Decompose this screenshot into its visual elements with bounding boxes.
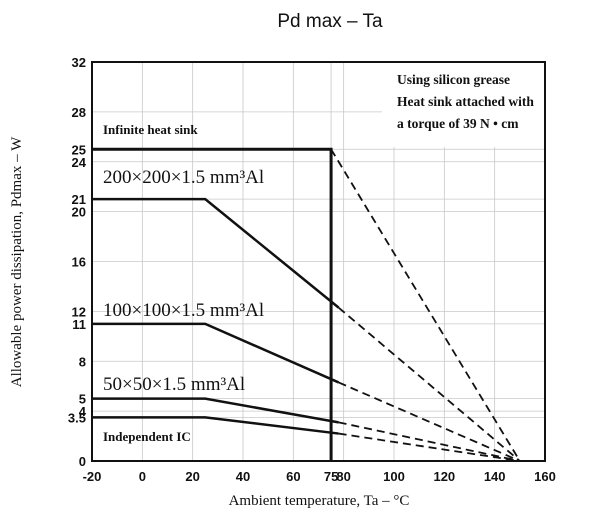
series-label-50x50: 50×50×1.5 mm³Al bbox=[103, 374, 245, 395]
y-tick-label: 0 bbox=[79, 454, 86, 469]
x-axis-label: Ambient temperature, Ta – °C bbox=[229, 493, 410, 509]
x-tick-label: 75 bbox=[324, 469, 338, 484]
series-line-dashed bbox=[338, 306, 521, 462]
note-line-3: a torque of 39 N • cm bbox=[397, 116, 519, 131]
series-line-solid bbox=[92, 197, 340, 309]
series-labels: Infinite heat sink 200×200×1.5 mm³Al 100… bbox=[103, 122, 264, 444]
note-line-1: Using silicon grease bbox=[397, 72, 510, 87]
y-tick-label: 5 bbox=[79, 392, 86, 407]
x-tick-label: 20 bbox=[185, 469, 199, 484]
y-tick-label: 21 bbox=[72, 192, 86, 207]
y-tick-label: 24 bbox=[72, 155, 87, 170]
y-tick-label: 32 bbox=[72, 55, 86, 70]
x-tick-label: 0 bbox=[139, 469, 146, 484]
y-tick-label: 8 bbox=[79, 354, 86, 369]
note-box: Using silicon grease Heat sink attached … bbox=[382, 63, 544, 147]
series-line-dashed bbox=[338, 421, 521, 462]
chart-title: Pd max – Ta bbox=[277, 11, 383, 32]
series-line-solid bbox=[92, 416, 339, 435]
series-line-solid bbox=[92, 322, 340, 384]
y-tick-label: 28 bbox=[72, 105, 86, 120]
series-layer bbox=[92, 147, 521, 462]
y-tick-label: 25 bbox=[72, 142, 86, 157]
series-label-100x100: 100×100×1.5 mm³Al bbox=[103, 300, 264, 321]
y-tick-label: 3.5 bbox=[68, 410, 86, 425]
x-tick-label: 40 bbox=[236, 469, 250, 484]
series-label-independent-ic: Independent IC bbox=[103, 429, 191, 444]
series-label-infinite-heat-sink: Infinite heat sink bbox=[103, 122, 198, 137]
x-tick-label: 80 bbox=[336, 469, 350, 484]
x-tick-label: 120 bbox=[433, 469, 455, 484]
y-axis-label: Allowable power dissipation, Pdmax – W bbox=[9, 136, 25, 387]
y-tick-label: 4 bbox=[79, 404, 87, 419]
series-line-dashed bbox=[338, 381, 521, 462]
y-tick-label: 16 bbox=[72, 255, 86, 270]
plot-frame bbox=[91, 61, 546, 462]
note-line-2: Heat sink attached with bbox=[397, 94, 534, 109]
x-tick-label: -20 bbox=[83, 469, 102, 484]
note-box-background bbox=[382, 63, 544, 147]
x-tick-label: 160 bbox=[534, 469, 556, 484]
series-line-solid bbox=[92, 397, 339, 424]
series-label-200x200: 200×200×1.5 mm³Al bbox=[103, 167, 264, 188]
x-tick-label: 100 bbox=[383, 469, 405, 484]
series-line-dashed bbox=[338, 432, 520, 462]
x-tick-label: 60 bbox=[286, 469, 300, 484]
series-line-dashed bbox=[330, 148, 521, 462]
y-tick-label: 11 bbox=[72, 317, 86, 332]
y-tick-label: 20 bbox=[72, 205, 86, 220]
x-tick-label: 140 bbox=[484, 469, 506, 484]
y-tick-label: 12 bbox=[72, 304, 86, 319]
